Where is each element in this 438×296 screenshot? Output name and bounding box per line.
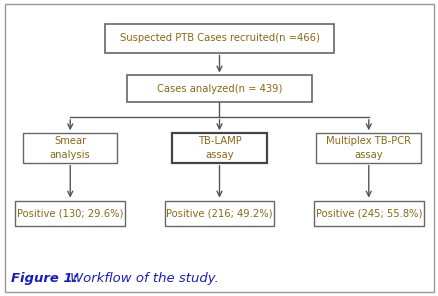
FancyBboxPatch shape: [313, 201, 423, 226]
Text: TB-LAMP
assay: TB-LAMP assay: [197, 136, 241, 160]
FancyBboxPatch shape: [315, 133, 420, 163]
FancyBboxPatch shape: [127, 75, 311, 102]
FancyBboxPatch shape: [172, 133, 266, 163]
FancyBboxPatch shape: [164, 201, 274, 226]
FancyBboxPatch shape: [15, 201, 125, 226]
Text: Smear
analysis: Smear analysis: [50, 136, 90, 160]
FancyBboxPatch shape: [23, 133, 117, 163]
Text: Workflow of the study.: Workflow of the study.: [70, 272, 219, 285]
FancyBboxPatch shape: [105, 25, 333, 52]
Text: Figure 1:: Figure 1:: [11, 272, 78, 285]
Text: Positive (216; 49.2%): Positive (216; 49.2%): [166, 208, 272, 218]
Text: Positive (130; 29.6%): Positive (130; 29.6%): [17, 208, 123, 218]
Text: Multiplex TB-PCR
assay: Multiplex TB-PCR assay: [325, 136, 410, 160]
Text: Suspected PTB Cases recruited(n =466): Suspected PTB Cases recruited(n =466): [119, 33, 319, 44]
Text: Positive (245; 55.8%): Positive (245; 55.8%): [315, 208, 421, 218]
Text: Cases analyzed(n = 439): Cases analyzed(n = 439): [156, 84, 282, 94]
